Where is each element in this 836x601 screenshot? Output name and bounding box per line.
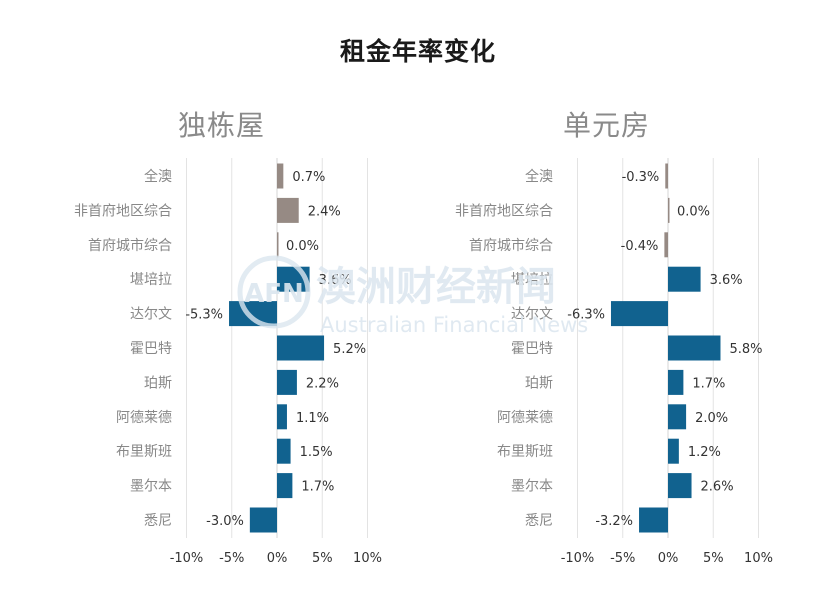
units-x-tick-label: -10%: [561, 551, 595, 566]
units-x-tick-label: 10%: [744, 551, 773, 566]
units-value-label: 5.8%: [729, 342, 762, 357]
units-bar: [668, 369, 684, 395]
units-category-label: 珀斯: [525, 375, 553, 391]
units-category-label: 墨尔本: [511, 479, 553, 495]
houses-category-label: 堪培拉: [130, 272, 172, 288]
units-category-label: 阿德莱德: [497, 410, 553, 426]
units-bar: [664, 232, 668, 258]
units-bar: [610, 301, 668, 327]
houses-value-label: 0.0%: [286, 239, 319, 254]
houses-category-label: 达尔文: [130, 307, 172, 323]
units-category-label: 布里斯班: [497, 444, 553, 460]
houses-x-tick-label: 0%: [267, 551, 288, 566]
houses-value-label: 3.6%: [319, 273, 352, 288]
houses-bar: [277, 473, 293, 499]
units-category-label: 非首府地区综合: [455, 203, 553, 219]
panel-title-units: 单元房: [563, 109, 651, 142]
houses-category-label: 非首府地区综合: [74, 203, 172, 219]
houses-bar: [277, 404, 287, 430]
houses-value-label: 1.5%: [300, 445, 333, 460]
units-category-label: 霍巴特: [511, 341, 553, 357]
houses-bar: [277, 438, 291, 464]
units-value-label: 1.7%: [692, 376, 725, 391]
units-category-label: 堪培拉: [511, 272, 553, 288]
houses-x-tick-label: 10%: [353, 551, 382, 566]
houses-category-label: 阿德莱德: [116, 410, 172, 426]
houses-bar: [277, 197, 299, 223]
units-category-label: 全澳: [525, 168, 553, 185]
units-x-tick-label: 0%: [658, 551, 679, 566]
houses-value-label: 5.2%: [333, 342, 366, 357]
houses-bar: [277, 369, 297, 395]
houses-category-label: 墨尔本: [130, 479, 172, 495]
houses-x-tick-label: -5%: [219, 551, 244, 566]
units-bar: [639, 507, 668, 533]
units-value-label: -3.2%: [595, 514, 633, 529]
units-value-label: 2.6%: [701, 480, 734, 495]
houses-x-tick-label: 5%: [312, 551, 333, 566]
units-value-label: 2.0%: [695, 411, 728, 426]
units-x-tick-label: 5%: [703, 551, 724, 566]
units-value-label: 0.0%: [677, 204, 710, 219]
houses-bar: [277, 163, 284, 189]
houses-x-tick-label: -10%: [170, 551, 204, 566]
units-bar: [668, 473, 692, 499]
houses-bar: [277, 335, 325, 361]
units-x-tick-label: -5%: [610, 551, 635, 566]
units-value-label: -0.4%: [621, 239, 659, 254]
houses-category-label: 悉尼: [144, 513, 172, 529]
houses-value-label: -5.3%: [185, 308, 223, 323]
houses-value-label: 2.2%: [306, 376, 339, 391]
units-value-label: 3.6%: [710, 273, 743, 288]
units-category-label: 达尔文: [511, 307, 553, 323]
houses-value-label: 0.7%: [292, 170, 325, 185]
houses-category-label: 布里斯班: [116, 444, 172, 460]
units-bar: [668, 266, 701, 292]
houses-category-label: 全澳: [144, 168, 172, 185]
units-category-label: 首府城市综合: [469, 237, 553, 254]
units-bar: [668, 404, 687, 430]
houses-category-label: 珀斯: [144, 375, 172, 391]
page-title: 租金年率变化: [339, 37, 496, 66]
houses-value-label: 2.4%: [308, 204, 341, 219]
units-bar: [665, 163, 668, 189]
houses-value-label: 1.1%: [296, 411, 329, 426]
units-value-label: -0.3%: [622, 170, 660, 185]
units-category-label: 悉尼: [525, 513, 553, 529]
houses-bar: [277, 232, 279, 258]
units-bar: [668, 438, 679, 464]
units-value-label: -6.3%: [567, 308, 605, 323]
houses-value-label: 1.7%: [301, 480, 334, 495]
houses-bar: [249, 507, 277, 533]
units-bar: [668, 197, 670, 223]
units-value-label: 1.2%: [688, 445, 721, 460]
houses-category-label: 霍巴特: [130, 341, 172, 357]
houses-category-label: 首府城市综合: [88, 237, 172, 254]
houses-value-label: -3.0%: [206, 514, 244, 529]
units-bar: [668, 335, 721, 361]
panel-title-houses: 独栋屋: [178, 109, 266, 142]
